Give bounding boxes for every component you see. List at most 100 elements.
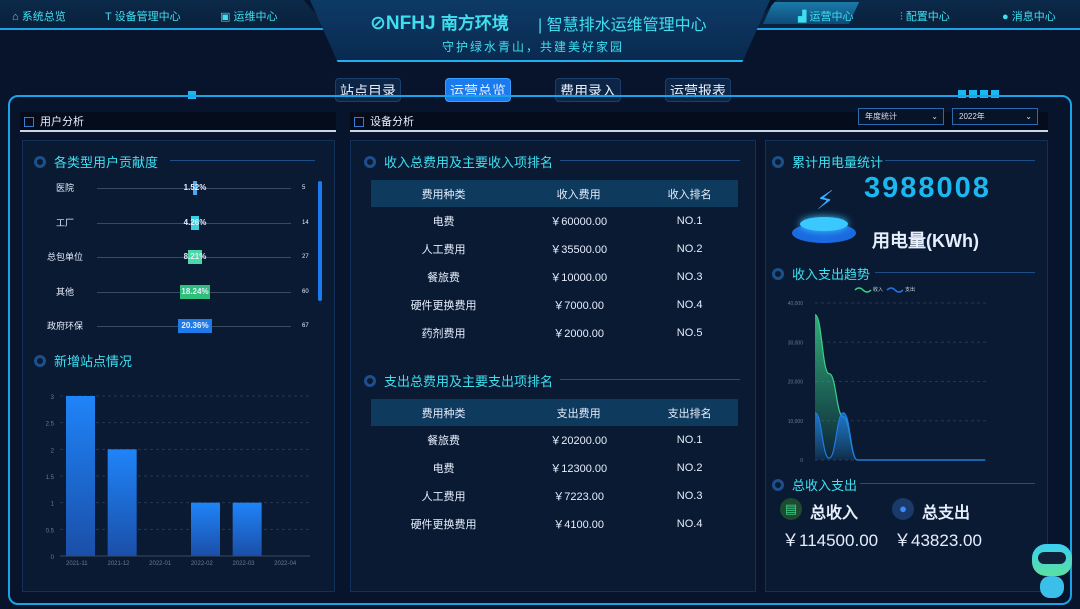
income-ranking-title: 收入总费用及主要收入项排名	[364, 152, 553, 171]
percent-label: 1.52%	[183, 183, 207, 192]
bar	[66, 396, 95, 556]
x-tick-label: 2022-01	[149, 561, 172, 567]
table-cell: NO.3	[676, 271, 703, 283]
money-bag-icon: ●	[892, 498, 914, 520]
user-analysis-header: 用户分析	[20, 112, 336, 132]
nav-operation-center[interactable]: ▟ 运营中心	[798, 11, 854, 23]
count-label: 14	[302, 219, 309, 226]
table-row: 电费 ￥12300.00 NO.2	[371, 454, 738, 482]
x-tick-label: 2022-04	[274, 561, 297, 567]
category-label: 总包单位	[46, 252, 83, 262]
x-tick-label: 2021-11	[66, 561, 88, 567]
table-cell: NO.1	[676, 215, 703, 227]
contribution-row: 工厂 4.26% 14	[30, 215, 330, 230]
y-tick-label: 1.5	[46, 475, 55, 481]
total-income-value: ￥114500.00	[782, 531, 879, 550]
nav-device-center[interactable]: T 设备管理中心	[105, 11, 181, 23]
y-tick-label: 2.5	[46, 422, 55, 428]
table-cell: NO.5	[676, 327, 703, 339]
title-line	[875, 272, 1035, 273]
title-line	[885, 160, 1035, 161]
table-row: 餐旅费 ￥20200.00 NO.1	[371, 426, 738, 454]
y-tick-label: 0	[51, 555, 55, 561]
chart-icon: ▟	[798, 11, 810, 23]
contribution-row: 其他 18.24% 60	[30, 284, 330, 299]
home-icon: ⌂	[12, 11, 22, 23]
table-cell: 硬件更换费用	[410, 300, 477, 312]
trend-area-chart: 0 10,000 20,000 30,000 40,000 收入 支出	[788, 286, 988, 464]
table-row: 人工费用 ￥35500.00 NO.2	[371, 235, 738, 263]
title-line	[560, 160, 740, 161]
contribution-title: 各类型用户贡献度	[34, 152, 158, 171]
table-cell: NO.4	[676, 518, 703, 530]
title-line	[170, 160, 315, 161]
message-icon: ●	[1002, 11, 1012, 23]
logo: ⊘NFHJ 南方环境	[370, 13, 509, 34]
percent-bar	[178, 319, 212, 333]
table-cell: ￥10000.00	[550, 272, 608, 284]
chevron-down-icon: ⌄	[931, 112, 938, 121]
percent-bar	[179, 284, 211, 299]
lightning-platform-icon: ⚡	[790, 185, 858, 247]
table-cell: ￥35500.00	[550, 244, 608, 256]
table-cell: NO.2	[676, 462, 703, 474]
table-cell: ￥60000.00	[550, 216, 608, 228]
nav-config-center[interactable]: ⫶ 配置中心	[900, 11, 950, 23]
legend-label: 支出	[905, 286, 915, 293]
y-tick-label: 20,000	[788, 380, 804, 386]
nav-maintenance-center[interactable]: ▣ 运维中心	[220, 11, 278, 23]
sliders-icon: ⫶	[900, 11, 906, 23]
table-header: 费用种类 支出费用 支出排名	[371, 399, 738, 426]
total-expense-value: ￥43823.00	[894, 531, 982, 550]
table-cell: ￥7000.00	[553, 300, 605, 312]
circle-icon	[34, 355, 46, 367]
y-tick-label: 0	[800, 458, 803, 464]
main-frame	[8, 95, 1072, 605]
title-line	[860, 483, 1035, 484]
series-line	[814, 412, 985, 461]
nav-system-overview[interactable]: ⌂ 系统总览	[12, 11, 66, 23]
series-area	[815, 412, 985, 460]
count-label: 60	[302, 288, 309, 295]
table-header: 费用种类 收入费用 收入排名	[371, 180, 738, 207]
total-expense-label: 总支出	[922, 505, 971, 522]
count-label: 5	[302, 185, 306, 191]
new-sites-bar-chart: 0 0.5 1 1.5 2 2.5 3 2021-11 2021-12 2022-01 2022-0…	[46, 395, 310, 567]
left-nav: ⌂ 系统总览 T 设备管理中心 ▣ 运维中心	[0, 0, 330, 30]
new-sites-title: 新增站点情况	[34, 351, 132, 370]
column-header: 支出排名	[641, 399, 738, 426]
table-cell: 电费	[432, 463, 455, 475]
table-cell: ￥7223.00	[553, 491, 605, 503]
header-banner: ⊘NFHJ 南方环境 | 智慧排水运维管理中心 守护绿水青山，共建美好家园	[310, 0, 770, 62]
circle-icon	[364, 375, 376, 387]
contribution-row: 总包单位 8.21% 27	[30, 250, 330, 264]
table-cell: NO.2	[676, 243, 703, 255]
circle-icon	[772, 268, 784, 280]
scrollbar[interactable]	[318, 181, 322, 301]
category-label: 其他	[55, 286, 74, 297]
percent-label: 18.24%	[181, 286, 209, 296]
nav-message-center[interactable]: ● 消息中心	[1002, 11, 1056, 23]
legend-label: 收入	[873, 286, 883, 293]
table-cell: 人工费用	[421, 244, 466, 256]
table-row: 药剂费用 ￥2000.00 NO.5	[371, 319, 738, 347]
robot-assistant-icon[interactable]	[1030, 540, 1074, 600]
panel-icon	[354, 117, 364, 127]
series-area	[815, 314, 985, 460]
table-row: 硬件更换费用 ￥7000.00 NO.4	[371, 291, 738, 319]
category-label: 医院	[55, 183, 74, 193]
table-cell: NO.3	[676, 490, 703, 502]
percent-bar	[193, 181, 197, 195]
table-cell: ￥2000.00	[553, 328, 605, 340]
circle-icon	[364, 156, 376, 168]
bar	[107, 449, 137, 556]
stat-type-select[interactable]: 年度统计 ⌄	[858, 108, 944, 125]
x-tick-label: 2022-02	[191, 561, 214, 567]
contribution-row: 医院 1.52% 5	[30, 181, 330, 195]
circle-icon	[772, 479, 784, 491]
power-unit: 用电量(KWh)	[872, 231, 979, 251]
percent-bar	[188, 250, 202, 264]
year-select[interactable]: 2022年 ⌄	[952, 108, 1038, 125]
x-tick-label: 2022-03	[232, 561, 255, 567]
table-row: 电费 ￥60000.00 NO.1	[371, 207, 738, 235]
